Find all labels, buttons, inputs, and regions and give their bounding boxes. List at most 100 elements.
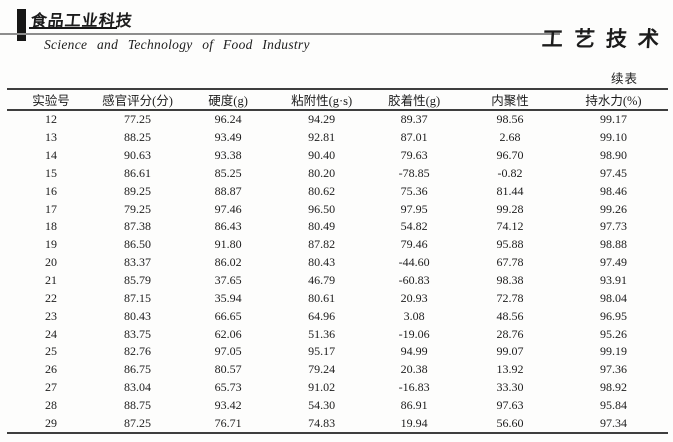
table-row: 18 87.38 86.43 80.49 54.82 74.12 97.73 [7,218,668,236]
column-header: 感官评分(分) [94,89,181,111]
table-cell: 74.83 [308,415,336,430]
table-cell: 99.28 [496,201,524,216]
table-cell: 93.38 [214,148,242,163]
table-cell: 64.96 [308,308,336,323]
table-cell: 98.38 [496,273,524,288]
table-cell: 86.43 [214,219,242,234]
table-cell: 14 [44,148,57,163]
table-cell: 99.19 [599,344,627,359]
table-cell: 26 [44,362,57,377]
section-label: 工艺技术 [541,27,671,51]
table-row: 20 83.37 86.02 80.43 -44.60 67.78 97.49 [7,254,668,272]
table-cell: 23 [44,308,57,323]
table-cell: 25 [44,344,57,359]
table-cell: 79.24 [308,362,336,377]
table-row: 17 79.25 97.46 96.50 97.95 99.28 99.26 [7,200,668,218]
table-cell: 48.56 [496,308,524,323]
table-row: 12 77.25 96.24 94.29 89.37 98.56 99.17 [7,110,668,129]
table-cell: 85.79 [124,273,152,288]
table-cell: 98.04 [599,290,627,305]
table-cell: 37.65 [214,273,242,288]
table-cell: -16.83 [398,380,430,395]
table-cell: 95.17 [308,344,336,359]
table-cell: 80.43 [124,308,152,323]
table-row: 25 82.76 97.05 95.17 94.99 99.07 99.19 [7,343,668,361]
table-cell: 19.94 [400,415,428,430]
table-cell: 80.62 [308,183,336,198]
table-cell: 93.91 [599,273,627,288]
table-cell: 82.76 [124,344,152,359]
table-cell: 88.87 [214,183,242,198]
table-cell: 97.05 [214,344,242,359]
table-row: 27 83.04 65.73 91.02 -16.83 33.30 98.92 [7,379,668,397]
table-cell: 97.73 [599,219,627,234]
table-cell: 65.73 [214,380,242,395]
column-header: 胶着性(g) [367,89,462,111]
table-cell: 24 [44,326,57,341]
table-cell: 96.50 [308,201,336,216]
table-cell: 87.38 [124,219,152,234]
table-cell: 97.45 [599,165,627,180]
table-cell: 28 [44,397,57,412]
table-cell: -44.60 [398,255,430,270]
table-cell: 17 [44,201,57,216]
table-cell: 72.78 [496,290,524,305]
table-cell: 88.75 [124,397,152,412]
table-cell: 90.63 [124,148,152,163]
table-cell: 97.63 [496,397,524,412]
table-cell: 76.71 [214,415,242,430]
table-cell: 74.12 [496,219,524,234]
table-cell: 91.80 [214,237,242,252]
table-row: 14 90.63 93.38 90.40 79.63 96.70 98.90 [7,147,668,165]
table-cell: 97.36 [599,362,627,377]
table-cell: 99.07 [496,344,524,359]
table-row: 16 89.25 88.87 80.62 75.36 81.44 98.46 [7,182,668,200]
table-cell: 79.25 [124,201,152,216]
table-cell: 93.49 [214,130,242,145]
table-cell: 79.46 [400,237,428,252]
journal-logo-underline [29,27,117,29]
table-header-row: 实验号 感官评分(分) 硬度(g) 粘附性(g·s) 胶着性(g) 内聚性 持水力(%) [7,89,668,111]
table-cell: 2.68 [499,130,521,145]
masthead-black-bar [17,9,26,41]
table-cell: -0.82 [497,165,523,180]
table-row: 29 87.25 76.71 74.83 19.94 56.60 97.34 [7,414,668,433]
table-cell: 93.42 [214,397,242,412]
table-cell: 86.02 [214,255,242,270]
table-cell: 83.04 [124,380,152,395]
table-cell: 98.46 [599,183,627,198]
table-cell: 15 [44,165,57,180]
masthead-rule [0,33,560,35]
table-cell: 91.02 [308,380,336,395]
journal-name-english: Science and Technology of Food Industry [44,37,310,52]
table-cell: 46.79 [308,273,336,288]
continued-table-label: 续表 [611,72,639,86]
table-cell: 80.57 [214,362,242,377]
table-cell: 88.25 [124,130,152,145]
table-cell: 86.50 [124,237,152,252]
table-cell: 18 [44,219,57,234]
table-cell: 12 [44,112,57,127]
table-cell: 80.49 [308,219,336,234]
table-row: 26 86.75 80.57 79.24 20.38 13.92 97.36 [7,361,668,379]
table-cell: 96.24 [214,112,242,127]
table-cell: 80.20 [308,165,336,180]
table-cell: 22 [44,290,57,305]
table-cell: 92.81 [308,130,336,145]
table-row: 21 85.79 37.65 46.79 -60.83 98.38 93.91 [7,272,668,290]
table-row: 22 87.15 35.94 80.61 20.93 72.78 98.04 [7,289,668,307]
table-cell: 80.43 [308,255,336,270]
table-cell: -60.83 [398,273,430,288]
table-cell: 98.92 [599,380,627,395]
table-cell: 66.65 [214,308,242,323]
table-cell: 87.25 [124,415,152,430]
table-cell: 98.88 [599,237,627,252]
table-cell: 33.30 [496,380,524,395]
table-cell: 99.10 [599,130,627,145]
table-cell: 54.82 [400,219,428,234]
table-cell: 29 [44,415,57,430]
table-cell: 3.08 [403,308,425,323]
table-cell: 27 [44,380,57,395]
table-cell: 89.25 [124,183,152,198]
table-cell: 95.26 [599,326,627,341]
